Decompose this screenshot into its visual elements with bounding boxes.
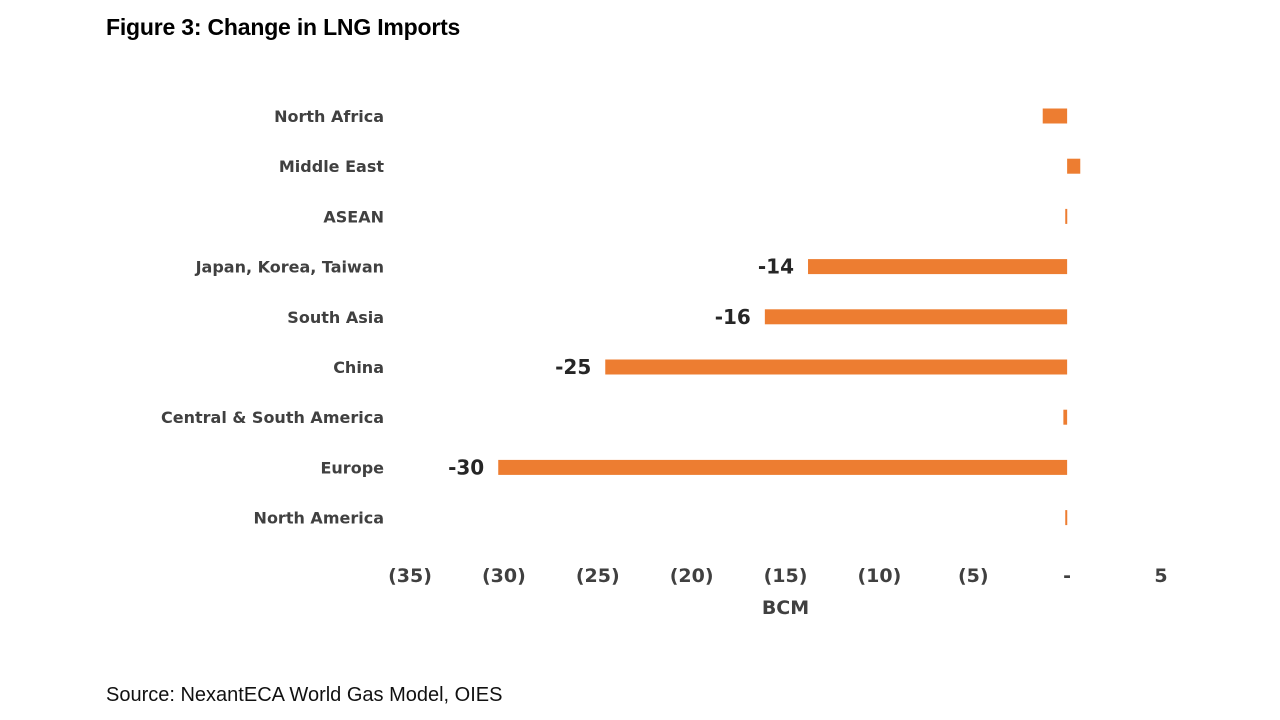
x-tick-label: (5) (958, 565, 989, 587)
bar-japan-korea-taiwan (808, 259, 1068, 275)
x-tick-label: (15) (764, 565, 808, 587)
x-tick-label: (30) (482, 565, 526, 587)
data-label-china: -25 (555, 355, 591, 379)
bar-china (605, 359, 1068, 375)
bar-middle-east (1067, 158, 1081, 174)
category-label-china: China (333, 358, 384, 377)
category-label-middle-east: Middle East (279, 157, 384, 176)
data-label-south-asia: -16 (715, 305, 751, 329)
x-tick-label: (20) (670, 565, 714, 587)
category-label-north-africa: North Africa (274, 107, 384, 126)
category-label-europe: Europe (320, 458, 384, 477)
category-label-japan-korea-taiwan: Japan, Korea, Taiwan (195, 258, 384, 277)
x-tick-label: (25) (576, 565, 620, 587)
data-label-europe: -30 (448, 455, 484, 479)
category-label-central-south-america: Central & South America (161, 408, 384, 427)
figure-title: Figure 3: Change in LNG Imports (106, 14, 461, 40)
bar-north-america (1065, 510, 1068, 526)
bar-asean (1065, 208, 1068, 224)
category-label-asean: ASEAN (323, 207, 384, 226)
x-tick-label: (35) (388, 565, 432, 587)
source-note: Source: NexantECA World Gas Model, OIES (106, 684, 503, 706)
bar-central-south-america (1063, 409, 1068, 425)
category-label-north-america: North America (254, 509, 384, 528)
category-label-south-asia: South Asia (287, 308, 384, 327)
bar-north-africa (1042, 108, 1068, 124)
x-tick-label: - (1063, 565, 1071, 587)
x-axis-title: BCM (762, 597, 809, 619)
bar-europe (498, 459, 1068, 475)
x-tick-label: (10) (857, 565, 901, 587)
x-tick-label: 5 (1154, 565, 1167, 587)
data-label-japan-korea-taiwan: -14 (758, 255, 794, 279)
bar-south-asia (764, 309, 1068, 325)
